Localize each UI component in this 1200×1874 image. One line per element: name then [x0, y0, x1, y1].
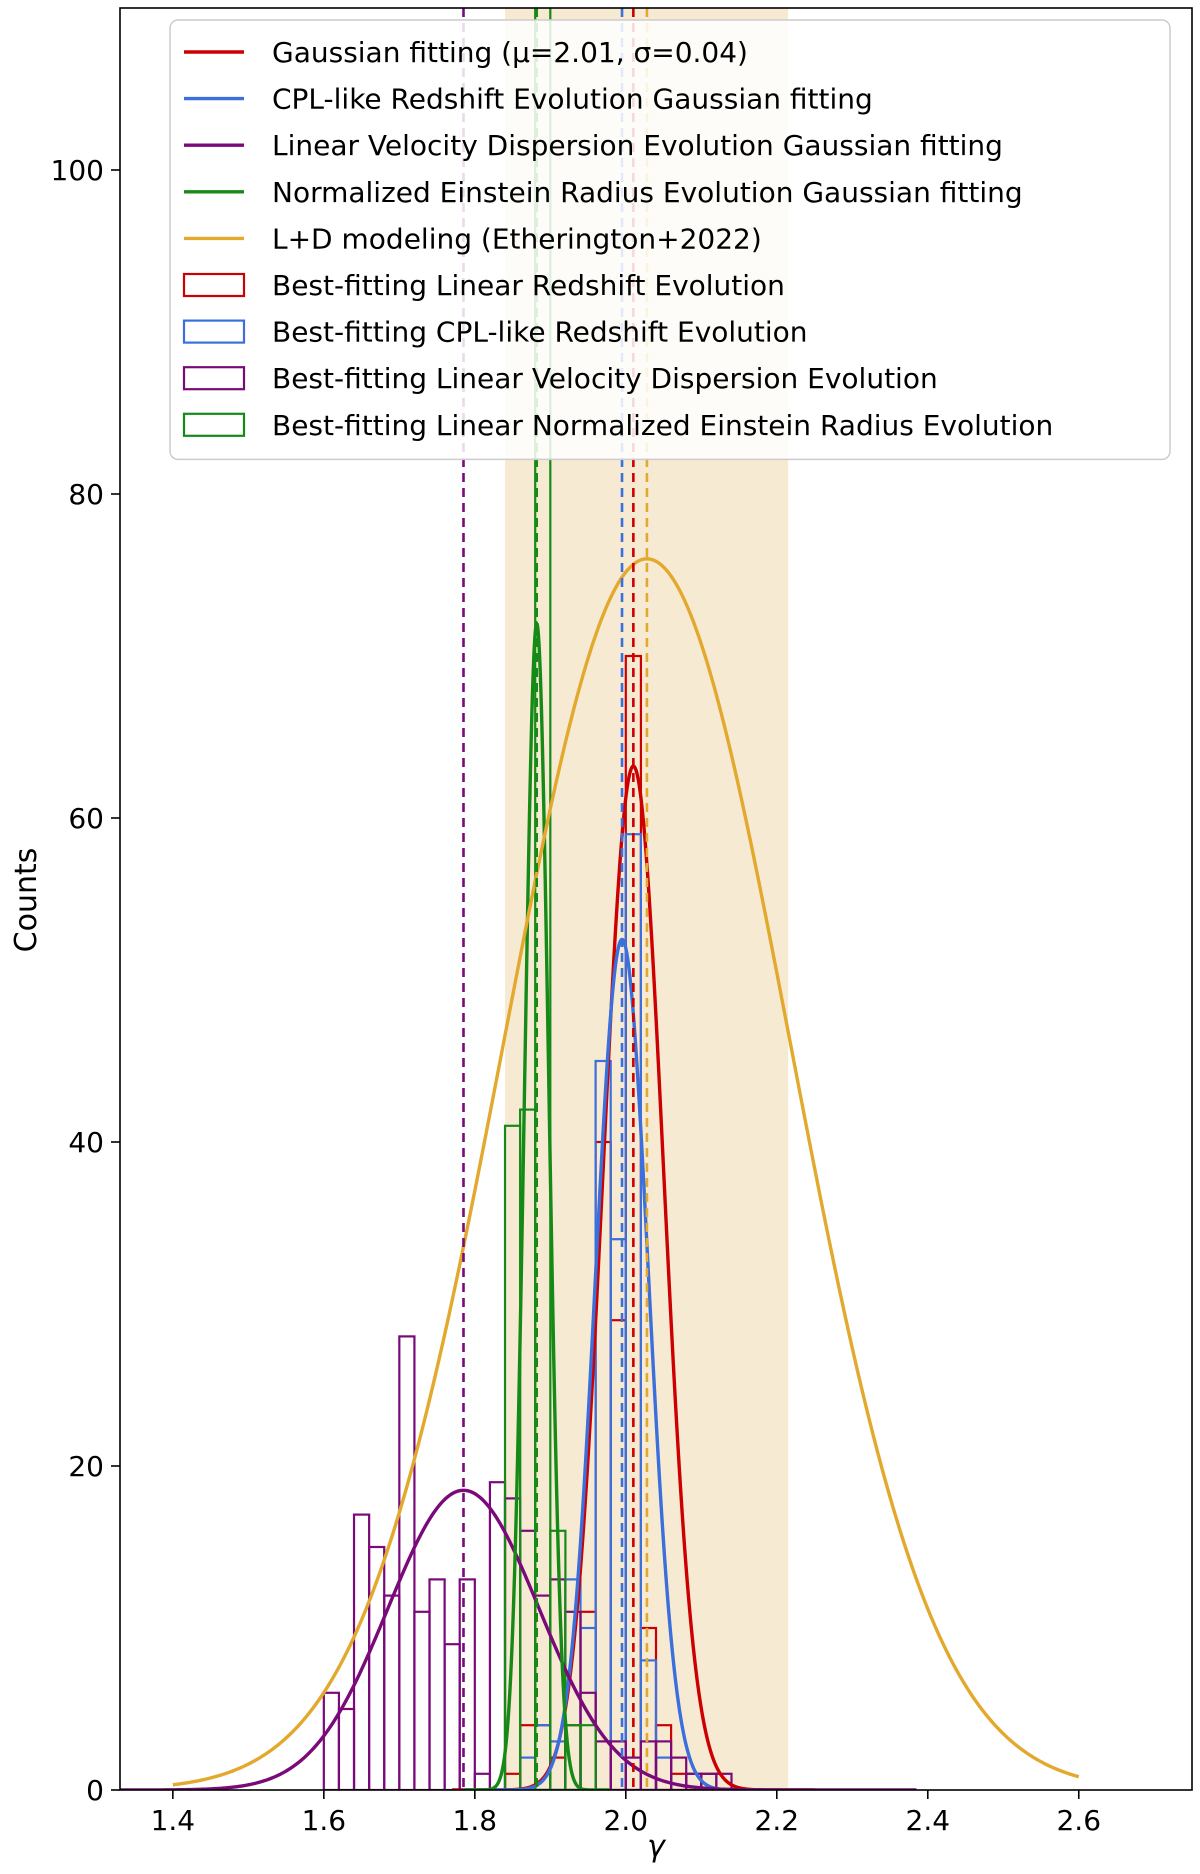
histogram-bar	[337, 1707, 356, 1790]
x-tick-label: 2.6	[1056, 1804, 1101, 1837]
histogram-bar	[458, 1578, 476, 1790]
legend: Gaussian fitting (μ=2.01, σ=0.04) CPL-lik…	[169, 19, 1171, 461]
plot-frame	[119, 7, 1193, 1791]
x-tick-label: 2.0	[604, 1804, 649, 1837]
x-tick-label: 1.6	[302, 1804, 347, 1837]
legend-entry-label: Best-fitting Linear Redshift Evolution	[272, 269, 785, 302]
histogram-bar	[534, 8, 552, 1790]
y-tick-label: 100	[51, 154, 104, 187]
x-axis-title: γ	[647, 1829, 667, 1864]
histogram-bar	[639, 1659, 658, 1790]
histogram-bar	[428, 1578, 446, 1790]
legend-entry-label: Gaussian fitting (μ=2.01, σ=0.04)	[272, 36, 748, 69]
y-tick-label: 0	[86, 1774, 104, 1807]
y-tick-label: 20	[68, 1450, 104, 1483]
y-tick-label: 40	[68, 1126, 104, 1159]
legend-box-swatch	[182, 319, 246, 344]
legend-box-swatch	[182, 412, 246, 437]
y-axis-title: Counts	[9, 848, 44, 953]
gaussian-curve-5	[172, 557, 1080, 1787]
legend-entry-label: CPL-like Redshift Evolution Gaussian fit…	[272, 83, 873, 116]
legend-box-swatch	[182, 366, 246, 391]
histogram-bar	[383, 1594, 401, 1790]
histogram-bar	[473, 1772, 492, 1790]
x-tick-label: 1.8	[453, 1804, 498, 1837]
legend-entry-label: L+D modeling (Etherington+2022)	[272, 222, 762, 255]
legend-entry-label: Normalized Einstein Radius Evolution Gau…	[272, 176, 1023, 209]
y-tick-label: 60	[68, 802, 104, 835]
x-tick-label: 2.2	[755, 1804, 800, 1837]
legend-box-swatch	[182, 272, 246, 298]
histogram-bar	[398, 1335, 416, 1790]
histogram-bar	[413, 1610, 431, 1790]
x-tick-label: 2.4	[906, 1804, 951, 1837]
x-tick-label: 1.4	[151, 1804, 196, 1837]
y-tick-label: 80	[68, 478, 104, 511]
legend-entry-label: Best-fitting Linear Normalized Einstein …	[272, 409, 1053, 442]
legend-box	[169, 19, 1171, 461]
histogram-bar	[715, 1772, 733, 1790]
legend-entry-label: Best-fitting Linear Velocity Dispersion …	[272, 362, 938, 395]
histogram-bar	[443, 1643, 461, 1790]
histogram-bar	[352, 1513, 371, 1790]
histogram-bar	[322, 1691, 341, 1790]
legend-entry-label: Best-fitting CPL-like Redshift Evolution	[272, 316, 808, 349]
legend-entry-label: Linear Velocity Dispersion Evolution Gau…	[272, 129, 1003, 162]
